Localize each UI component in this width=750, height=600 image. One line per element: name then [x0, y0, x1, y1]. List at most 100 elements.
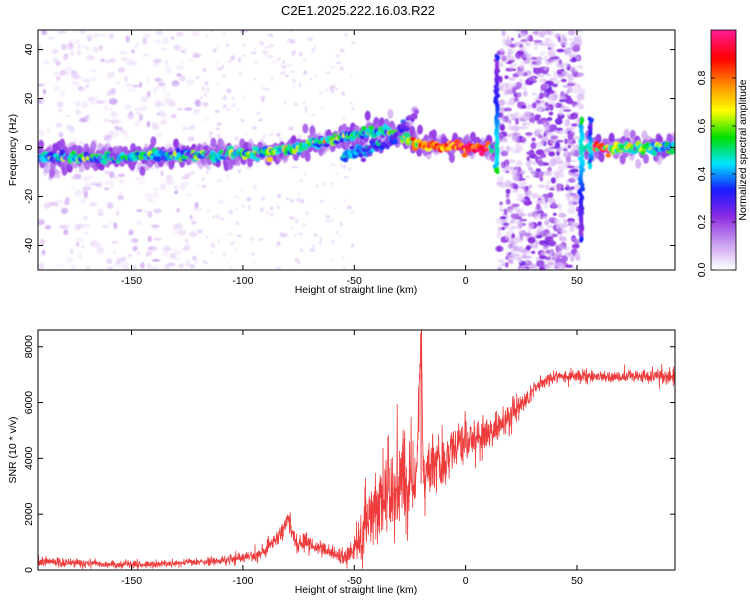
spectrogram-cell	[107, 89, 116, 96]
spectrogram-cell	[535, 127, 544, 133]
spectrogram-cell	[147, 235, 152, 243]
spectrogram-cell	[555, 158, 564, 164]
spectrogram-cell	[176, 208, 180, 213]
spectrogram-cell	[227, 60, 233, 63]
spectrogram-cell	[563, 151, 572, 159]
spectrogram-cell	[113, 119, 123, 124]
spectrogram-cell	[113, 251, 117, 255]
spectrogram-cell	[114, 80, 122, 86]
spectrogram-cell	[119, 50, 128, 55]
spectrogram-cell	[417, 124, 423, 135]
snr-series-line	[38, 330, 675, 570]
spectrogram-cell	[179, 74, 186, 82]
spectrogram-cell	[499, 201, 503, 206]
spectrogram-cell	[573, 113, 577, 119]
spectrogram-cell	[119, 180, 126, 185]
spectrogram-cell	[46, 127, 51, 134]
spectrogram-cell	[358, 152, 364, 158]
spectrogram-cell	[136, 209, 143, 213]
spectrogram-cell	[526, 156, 530, 162]
spectrogram-cell	[560, 78, 567, 83]
spectrogram-cell	[529, 184, 533, 189]
spectrogram-cell	[517, 197, 526, 202]
spectrogram-y-tick-label: -20	[23, 189, 35, 204]
spectrogram-cell	[229, 105, 233, 109]
colorbar-cell	[711, 36, 736, 40]
spectrogram-cell	[106, 202, 114, 209]
spectrogram-cell	[199, 101, 203, 106]
spectrogram-cell	[109, 182, 114, 189]
spectrogram-cell	[553, 253, 558, 261]
spectrogram-cell	[511, 203, 520, 208]
colorbar-cell	[711, 132, 736, 136]
spectrogram-cell	[578, 39, 583, 46]
colorbar-cell	[711, 60, 736, 64]
spectrogram-cell	[518, 221, 523, 229]
spectrogram-cell	[93, 32, 100, 39]
spectrogram-cell	[330, 66, 335, 70]
colorbar-cell	[711, 57, 736, 61]
colorbar-cell	[711, 63, 736, 67]
spectrogram-cell	[531, 92, 537, 96]
colorbar-cell	[711, 147, 736, 151]
spectrogram-cell	[550, 177, 557, 184]
spectrogram-cell	[183, 244, 191, 251]
spectrogram-cell	[330, 181, 334, 186]
spectrogram-cell	[112, 174, 119, 180]
spectrogram-cell	[155, 156, 162, 163]
spectrogram-cell	[568, 188, 573, 193]
spectrogram-cell	[106, 266, 114, 270]
snr-axes: -150 -100 -50 0 50 0 2000 4000 6000 8000	[23, 330, 675, 587]
spectrogram-cell	[516, 81, 523, 89]
spectrogram-cell	[570, 123, 578, 127]
spectrogram-cell	[548, 111, 554, 116]
spectrogram-cell	[120, 258, 127, 262]
spectrogram-cell	[311, 48, 315, 53]
spectrogram-cell	[497, 264, 502, 270]
spectrogram-cell	[79, 197, 87, 205]
spectrogram-cell	[279, 232, 284, 238]
spectrogram-cell	[501, 169, 508, 173]
colorbar-cell	[711, 159, 736, 163]
spectrogram-cell	[302, 59, 307, 62]
spectrogram-cell	[518, 170, 527, 174]
colorbar-cell	[711, 69, 736, 73]
spectrogram-cell	[505, 188, 511, 194]
spectrogram-cell	[140, 262, 145, 269]
spectrogram-y-tick-label: 40	[23, 44, 35, 56]
colorbar-cell	[711, 162, 736, 166]
spectrogram-cell	[180, 50, 186, 53]
spectrogram-cell	[525, 245, 531, 251]
colorbar-cell	[711, 105, 736, 109]
spectrogram-cell	[202, 86, 205, 91]
colorbar-tick-label: 0.0	[696, 263, 708, 278]
spectrogram-cell	[539, 51, 546, 56]
spectrogram-cell	[266, 54, 273, 59]
spectrogram-cell	[71, 80, 80, 86]
spectrogram-cell	[155, 39, 161, 44]
spectrogram-cell	[530, 266, 539, 270]
spectrogram-cell	[77, 43, 81, 50]
spectrogram-cell	[507, 49, 512, 54]
spectrogram-cell	[237, 169, 242, 174]
spectrogram-cell	[313, 44, 317, 49]
spectrogram-cell	[242, 94, 245, 100]
spectrogram-cell	[519, 63, 525, 70]
spectrogram-cell	[576, 56, 580, 60]
spectrogram-cell	[210, 243, 215, 248]
spectrogram-cell	[340, 163, 343, 168]
spectrogram-cell	[73, 30, 78, 34]
spectrogram-cell	[120, 130, 128, 135]
spectrogram-cell	[512, 246, 521, 252]
spectrogram-cell	[147, 247, 152, 250]
spectrogram-cell	[576, 84, 581, 89]
spectrogram-cell	[497, 245, 502, 252]
spectrogram-cell	[552, 212, 557, 216]
spectrogram-cell	[522, 122, 526, 126]
spectrogram-cell	[143, 33, 151, 38]
spectrogram-cell	[134, 43, 141, 46]
spectrogram-cell	[403, 132, 411, 139]
spectrogram-cell	[205, 236, 209, 239]
spectrogram-cell	[519, 218, 528, 222]
spectrogram-cell	[360, 157, 367, 163]
